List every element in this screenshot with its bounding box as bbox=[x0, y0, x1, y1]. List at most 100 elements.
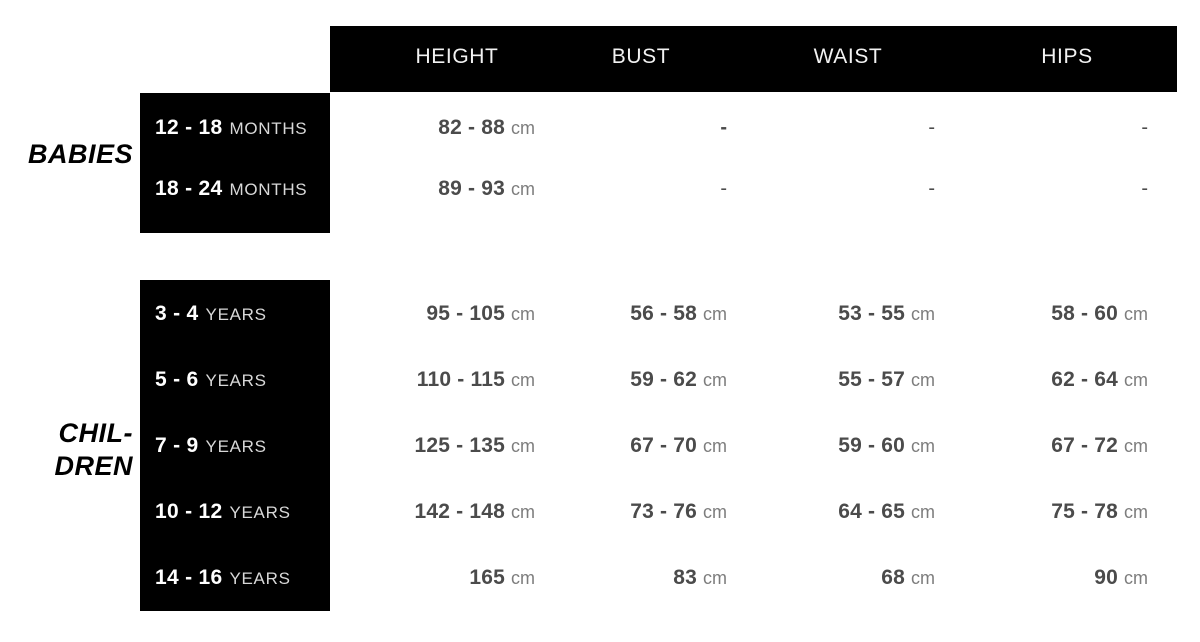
age-range: 12 - 18 bbox=[155, 116, 223, 139]
cell-unit: cm bbox=[511, 370, 535, 390]
cell-value: 64 - 65 bbox=[838, 500, 905, 523]
age-row-label: 18 - 24 MONTHS bbox=[155, 177, 307, 201]
cell-value: 95 - 105 bbox=[426, 302, 505, 325]
column-header-waist: WAIST bbox=[813, 45, 883, 68]
children-label-block bbox=[140, 280, 330, 611]
cell-value: 165 bbox=[469, 566, 505, 589]
cell-babies-waist: - bbox=[928, 117, 935, 140]
cell-value: 73 - 76 bbox=[630, 500, 697, 523]
group-label-babies: BABIES bbox=[27, 139, 133, 169]
age-range: 10 - 12 bbox=[155, 500, 223, 523]
cell-empty-dash: - bbox=[928, 177, 935, 200]
cell-babies-height: 89 - 93 cm bbox=[438, 177, 535, 201]
table-header-bar bbox=[330, 26, 1177, 92]
cell-unit: cm bbox=[703, 304, 727, 324]
cell-unit: cm bbox=[511, 568, 535, 588]
cell-unit: cm bbox=[911, 370, 935, 390]
column-header-bust: BUST bbox=[611, 45, 671, 68]
age-range: 7 - 9 bbox=[155, 434, 199, 457]
age-row-label: 14 - 16 YEARS bbox=[155, 566, 291, 590]
age-unit: YEARS bbox=[229, 503, 291, 522]
cell-unit: cm bbox=[511, 179, 535, 199]
cell-unit: cm bbox=[1124, 568, 1148, 588]
age-unit: YEARS bbox=[205, 305, 267, 324]
cell-value: 110 - 115 bbox=[416, 368, 505, 391]
cell-children-height: 142 - 148 cm bbox=[414, 500, 535, 524]
cell-unit: cm bbox=[511, 118, 535, 138]
cell-children-height: 110 - 115 cm bbox=[417, 368, 535, 392]
babies-label-block bbox=[140, 93, 330, 233]
cell-children-bust: 56 - 58 cm bbox=[630, 302, 727, 326]
cell-unit: cm bbox=[511, 436, 535, 456]
cell-unit: cm bbox=[703, 502, 727, 522]
cell-unit: cm bbox=[911, 436, 935, 456]
age-unit: YEARS bbox=[205, 371, 267, 390]
cell-unit: cm bbox=[1124, 370, 1148, 390]
cell-children-bust: 67 - 70 cm bbox=[630, 434, 727, 458]
age-row-label: 7 - 9 YEARS bbox=[155, 434, 267, 458]
cell-empty-dash: - bbox=[1141, 177, 1148, 200]
cell-children-height: 165 cm bbox=[469, 566, 535, 590]
cell-value: 53 - 55 bbox=[838, 302, 905, 325]
cell-value: 83 bbox=[673, 566, 697, 589]
cell-unit: cm bbox=[703, 436, 727, 456]
cell-children-bust: 59 - 62 cm bbox=[630, 368, 727, 392]
cell-unit: cm bbox=[1124, 502, 1148, 522]
cell-value: 82 - 88 bbox=[438, 116, 505, 139]
age-row-label: 5 - 6 YEARS bbox=[155, 368, 267, 392]
cell-value: 59 - 62 bbox=[630, 368, 697, 391]
cell-value: 56 - 58 bbox=[630, 302, 697, 325]
cell-unit: cm bbox=[911, 502, 935, 522]
cell-unit: cm bbox=[1124, 436, 1148, 456]
age-unit: MONTHS bbox=[229, 180, 308, 199]
cell-empty-dash: - bbox=[1141, 116, 1148, 139]
cell-children-bust: 73 - 76 cm bbox=[630, 500, 727, 524]
cell-value: 89 - 93 bbox=[438, 177, 505, 200]
cell-unit: cm bbox=[703, 370, 727, 390]
cell-unit: cm bbox=[911, 304, 935, 324]
age-unit: YEARS bbox=[205, 437, 267, 456]
cell-empty-dash: - bbox=[720, 116, 727, 139]
cell-children-waist: 55 - 57 cm bbox=[838, 368, 935, 392]
age-range: 18 - 24 bbox=[155, 177, 223, 200]
column-header-hips: HIPS bbox=[1041, 45, 1093, 68]
cell-value: 67 - 72 bbox=[1051, 434, 1118, 457]
cell-babies-hips: - bbox=[1141, 117, 1148, 140]
cell-value: 62 - 64 bbox=[1051, 368, 1118, 391]
age-row-label: 10 - 12 YEARS bbox=[155, 500, 291, 524]
cell-children-waist: 68 cm bbox=[881, 566, 935, 590]
cell-unit: cm bbox=[703, 568, 727, 588]
cell-empty-dash: - bbox=[928, 116, 935, 139]
cell-value: 58 - 60 bbox=[1051, 302, 1118, 325]
age-range: 3 - 4 bbox=[155, 302, 199, 325]
cell-babies-hips: - bbox=[1141, 178, 1148, 201]
cell-value: 125 - 135 bbox=[414, 434, 505, 457]
group-label-children: CHIL- DREN bbox=[54, 418, 133, 481]
cell-babies-height: 82 - 88 cm bbox=[438, 116, 535, 140]
cell-babies-bust: - bbox=[720, 117, 727, 140]
cell-value: 90 bbox=[1094, 566, 1118, 589]
cell-unit: cm bbox=[511, 502, 535, 522]
age-unit: MONTHS bbox=[229, 119, 308, 138]
cell-value: 75 - 78 bbox=[1051, 500, 1118, 523]
cell-value: 55 - 57 bbox=[838, 368, 905, 391]
cell-children-waist: 64 - 65 cm bbox=[838, 500, 935, 524]
cell-children-bust: 83 cm bbox=[673, 566, 727, 590]
column-header-height: HEIGHT bbox=[415, 45, 499, 68]
cell-babies-bust: - bbox=[720, 178, 727, 201]
cell-children-height: 125 - 135 cm bbox=[414, 434, 535, 458]
cell-unit: cm bbox=[511, 304, 535, 324]
cell-children-hips: 58 - 60 cm bbox=[1051, 302, 1148, 326]
cell-children-hips: 67 - 72 cm bbox=[1051, 434, 1148, 458]
cell-children-hips: 75 - 78 cm bbox=[1051, 500, 1148, 524]
cell-children-hips: 62 - 64 cm bbox=[1051, 368, 1148, 392]
age-row-label: 12 - 18 MONTHS bbox=[155, 116, 307, 140]
age-range: 5 - 6 bbox=[155, 368, 199, 391]
cell-children-height: 95 - 105 cm bbox=[426, 302, 535, 326]
age-unit: YEARS bbox=[229, 569, 291, 588]
cell-value: 59 - 60 bbox=[838, 434, 905, 457]
cell-empty-dash: - bbox=[720, 177, 727, 200]
cell-value: 68 bbox=[881, 566, 905, 589]
age-range: 14 - 16 bbox=[155, 566, 223, 589]
